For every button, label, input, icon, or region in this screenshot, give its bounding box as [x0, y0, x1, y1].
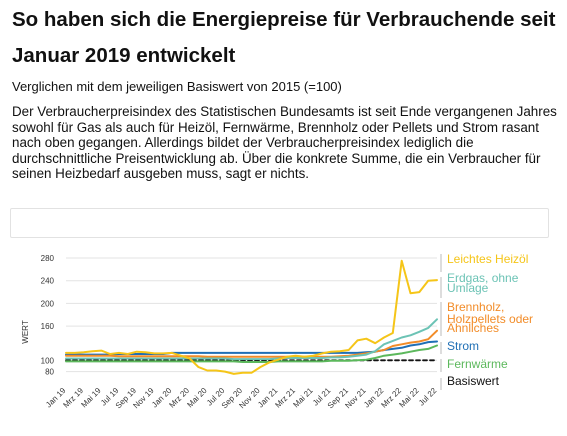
- x-tick-label: Mai 19: [79, 386, 103, 410]
- y-tick-label: 100: [41, 356, 55, 365]
- x-tick-label: Jul 22: [417, 386, 439, 408]
- y-axis-ticks: 80 100 160 200 240 280: [41, 254, 55, 377]
- series-line: [65, 259, 438, 375]
- series-line: [65, 318, 438, 361]
- y-axis-label: WERT: [21, 320, 30, 344]
- legend-entry: Leichtes Heizöl: [447, 252, 528, 266]
- legend-entry: Brennholz,: [447, 300, 504, 314]
- y-tick-label: 200: [41, 299, 55, 308]
- y-tick-label: 160: [41, 322, 55, 331]
- chart-subtitle: Verglichen mit dem jeweiligen Basiswert …: [12, 79, 342, 94]
- y-tick-label: 240: [41, 277, 55, 286]
- y-tick-label: 80: [45, 368, 54, 377]
- y-tick-label: 280: [41, 254, 55, 263]
- chart-description: Der Verbraucherpreisindex des Statistisc…: [12, 104, 557, 181]
- series-line: [65, 344, 438, 363]
- x-tick-label: Mai 21: [291, 386, 315, 410]
- grid: [66, 257, 437, 373]
- legend-entry: Ähnliches: [447, 321, 499, 335]
- x-tick-label: Mai 22: [397, 386, 421, 410]
- x-tick-label: Mai 20: [185, 386, 209, 410]
- legend-entry: Basiswert: [447, 374, 500, 388]
- series-lines: [65, 259, 438, 375]
- legend-entry: Umlage: [447, 281, 489, 295]
- legend-entry: Fernwärme: [447, 357, 508, 371]
- empty-panel: [10, 208, 549, 238]
- legend-entry: Erdgas, ohne: [447, 271, 519, 285]
- legend-entry: Holzpellets oder: [447, 312, 533, 326]
- chart-title: So haben sich die Energiepreise für Verb…: [12, 8, 556, 67]
- legend-entry: Strom: [447, 339, 479, 353]
